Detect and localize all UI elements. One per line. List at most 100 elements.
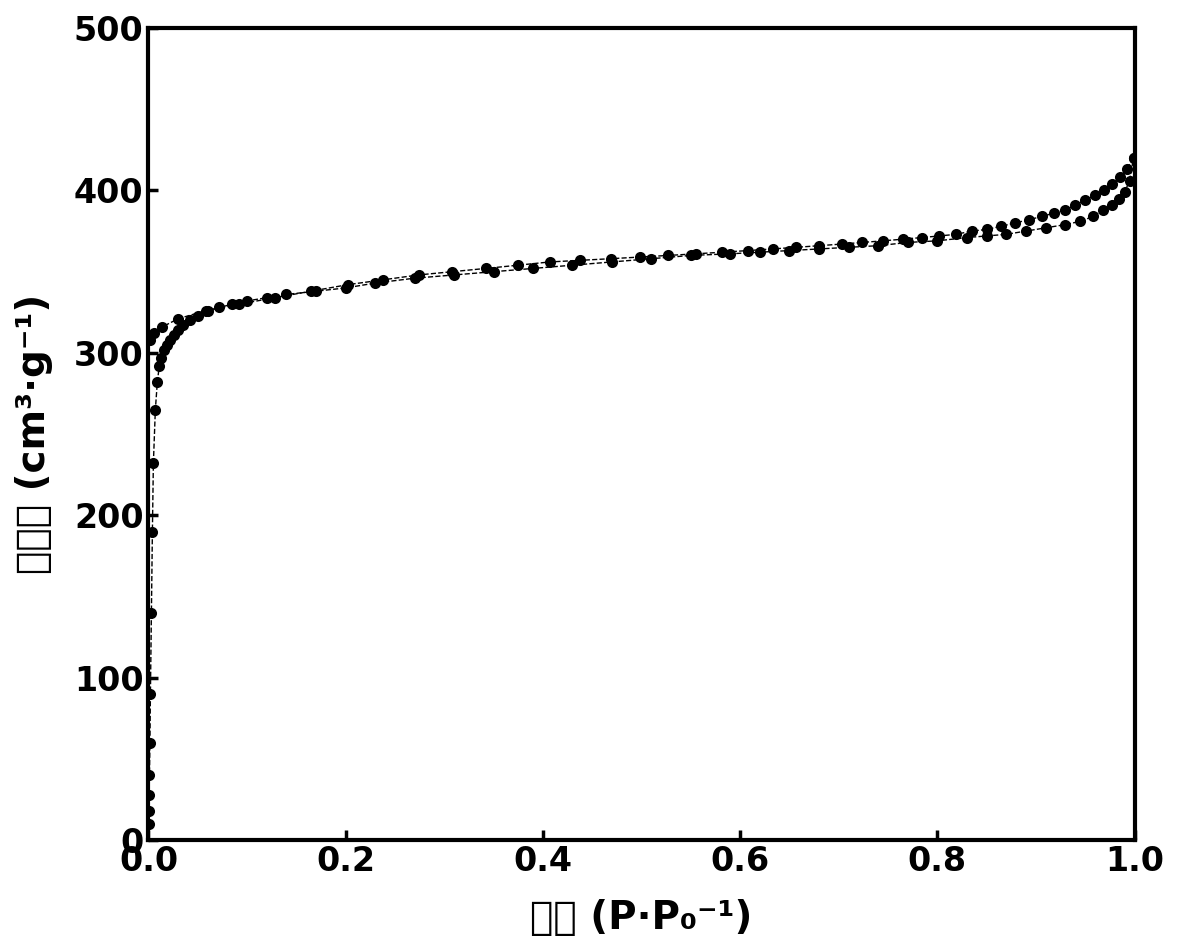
Point (810, 238, 829, 253)
Point (713, 245, 732, 260)
Point (686, 247, 705, 262)
Point (1094, 183, 1113, 198)
Point (139, 817, 158, 832)
Y-axis label: 吸附量 (cm³·g⁻¹): 吸附量 (cm³·g⁻¹) (15, 294, 53, 574)
Point (602, 254, 621, 269)
Point (145, 326, 164, 341)
Point (198, 303, 217, 318)
Point (1086, 188, 1105, 203)
Point (139, 787, 158, 803)
Point (1033, 208, 1052, 224)
Point (144, 456, 163, 471)
Point (839, 240, 858, 255)
Point (1071, 213, 1089, 228)
Point (957, 230, 976, 246)
Point (141, 686, 160, 702)
Point (630, 249, 648, 265)
Point (230, 297, 249, 312)
Point (928, 233, 947, 248)
Point (1075, 192, 1094, 208)
Point (150, 358, 169, 373)
Point (143, 524, 162, 539)
Point (443, 264, 462, 279)
Point (257, 290, 276, 306)
Point (977, 228, 996, 244)
Point (140, 735, 159, 750)
Point (894, 231, 913, 247)
Point (1124, 150, 1142, 166)
Point (1102, 176, 1121, 191)
Point (307, 284, 325, 299)
Point (852, 235, 871, 250)
Point (1115, 185, 1134, 200)
Point (1036, 220, 1055, 235)
Point (601, 251, 620, 267)
Point (564, 258, 582, 273)
Point (238, 293, 257, 308)
Point (659, 248, 678, 263)
Point (158, 337, 177, 352)
Point (153, 319, 172, 334)
Point (336, 280, 355, 295)
Point (147, 374, 166, 389)
Point (1006, 215, 1025, 230)
Point (763, 241, 782, 256)
Point (169, 323, 187, 338)
Point (265, 290, 284, 306)
Point (780, 243, 799, 258)
Point (750, 245, 769, 260)
Point (1102, 197, 1121, 212)
Point (913, 230, 931, 246)
Point (1084, 208, 1102, 224)
Point (571, 252, 590, 268)
Point (869, 238, 888, 253)
Point (146, 402, 165, 417)
Point (898, 235, 917, 250)
Point (947, 227, 966, 242)
Point (1109, 191, 1128, 207)
Point (540, 254, 559, 269)
Point (720, 247, 739, 262)
Point (223, 297, 242, 312)
Point (180, 313, 199, 328)
Point (165, 327, 184, 343)
Point (1111, 169, 1129, 185)
Point (977, 222, 996, 237)
Point (1093, 203, 1112, 218)
Point (338, 277, 357, 292)
Point (738, 243, 757, 258)
Point (302, 284, 321, 299)
Point (681, 248, 700, 263)
Point (1045, 206, 1063, 221)
Point (141, 332, 160, 347)
Point (139, 803, 158, 819)
X-axis label: 分压 (P·P₀⁻¹): 分压 (P·P₀⁻¹) (531, 899, 752, 937)
Point (1020, 212, 1039, 228)
Point (189, 307, 208, 323)
Point (374, 272, 393, 288)
Point (1120, 173, 1139, 188)
Point (409, 268, 428, 283)
Point (1056, 203, 1075, 218)
Point (509, 258, 528, 273)
Point (1124, 150, 1142, 166)
Point (160, 332, 179, 347)
Point (1118, 162, 1137, 177)
Point (1066, 197, 1085, 212)
Point (210, 300, 229, 315)
Point (444, 268, 463, 283)
Point (997, 227, 1016, 242)
Point (476, 261, 495, 276)
Point (406, 270, 424, 286)
Point (641, 251, 660, 267)
Point (810, 241, 829, 256)
Point (196, 303, 215, 318)
Point (1056, 217, 1075, 232)
Point (874, 233, 893, 248)
Point (365, 275, 384, 290)
Point (169, 311, 187, 327)
Point (154, 342, 173, 357)
Point (930, 228, 949, 244)
Point (140, 767, 159, 783)
Point (485, 264, 503, 279)
